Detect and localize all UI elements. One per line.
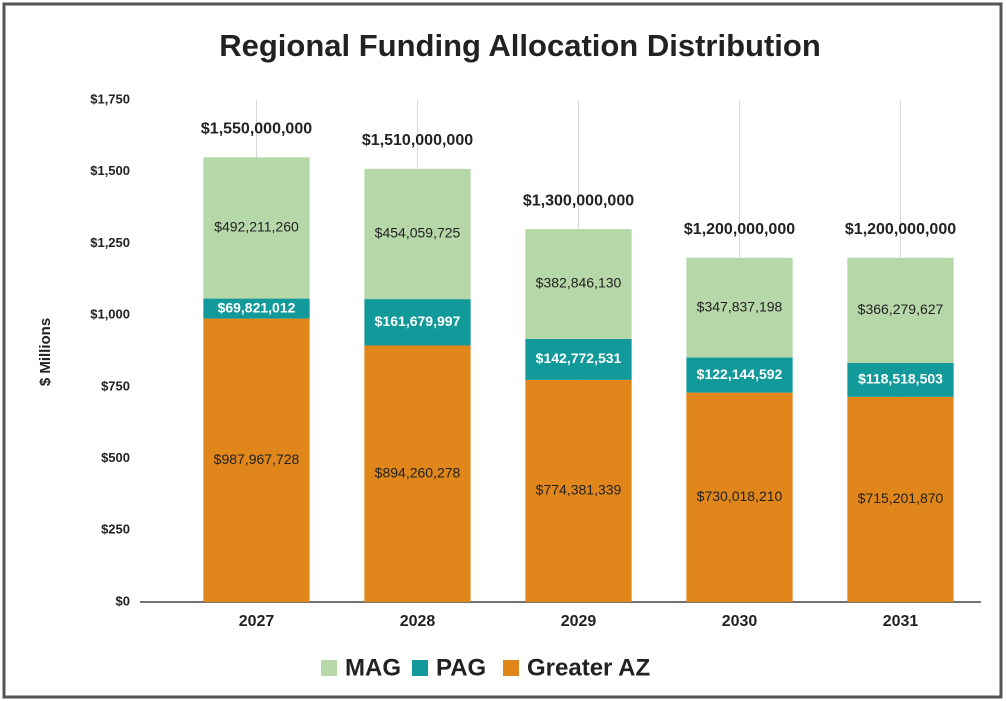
bar-segment [203, 298, 310, 319]
value-label: $774,381,339 [536, 482, 622, 498]
value-label: $366,279,627 [858, 301, 944, 317]
bar-segment [686, 392, 793, 602]
bar-segment [847, 396, 954, 602]
value-label: $730,018,210 [697, 488, 783, 504]
total-label: $1,510,000,000 [362, 132, 473, 149]
value-label: $347,837,198 [697, 298, 783, 314]
x-tick-label: 2028 [400, 613, 436, 630]
bar-segment [847, 257, 954, 363]
bar-segment [525, 338, 632, 380]
bar-segment [847, 362, 954, 397]
bar-segment [525, 229, 632, 339]
value-label: $492,211,260 [214, 219, 299, 235]
y-tick-label: $0 [116, 593, 130, 608]
y-tick-label: $250 [101, 522, 130, 537]
legend-label: PAG [436, 654, 486, 681]
y-tick-label: $1,500 [90, 163, 130, 178]
bar-segment [686, 357, 793, 393]
value-label: $715,201,870 [858, 490, 944, 506]
legend-label: Greater AZ [527, 654, 650, 681]
y-axis-label: $ Millions [37, 318, 54, 386]
total-label: $1,550,000,000 [201, 121, 312, 138]
bar-segment [364, 299, 471, 346]
value-label: $69,821,012 [218, 299, 296, 315]
value-label: $161,679,997 [375, 313, 461, 329]
bar-segment [364, 168, 471, 300]
total-label: $1,200,000,000 [845, 221, 956, 238]
x-tick-label: 2030 [722, 613, 758, 630]
chart-title: Regional Funding Allocation Distribution [219, 28, 821, 63]
value-label: $454,059,725 [375, 225, 461, 241]
y-tick-label: $1,750 [90, 91, 130, 106]
x-tick-label: 2031 [883, 613, 919, 630]
bar-segment [525, 379, 632, 602]
legend-label: MAG [345, 654, 401, 681]
legend-swatch [503, 660, 519, 676]
y-tick-label: $750 [101, 378, 130, 393]
x-tick-label: 2029 [561, 613, 597, 630]
total-label: $1,200,000,000 [684, 221, 795, 238]
bar-segment [686, 257, 793, 358]
value-label: $987,967,728 [214, 451, 300, 467]
x-tick-label: 2027 [239, 613, 275, 630]
value-label: $382,846,130 [536, 275, 622, 291]
legend-swatch [412, 660, 428, 676]
value-label: $142,772,531 [536, 350, 622, 366]
y-tick-label: $500 [101, 450, 130, 465]
value-label: $894,260,278 [375, 464, 461, 480]
legend-swatch [321, 660, 337, 676]
y-tick-label: $1,250 [90, 235, 130, 250]
total-label: $1,300,000,000 [523, 192, 634, 209]
value-label: $122,144,592 [697, 366, 783, 382]
value-label: $118,518,503 [858, 371, 943, 387]
bar-segment [203, 318, 310, 602]
y-tick-label: $1,000 [90, 307, 130, 322]
bar-segment [203, 157, 310, 299]
bar-segment [364, 345, 471, 602]
